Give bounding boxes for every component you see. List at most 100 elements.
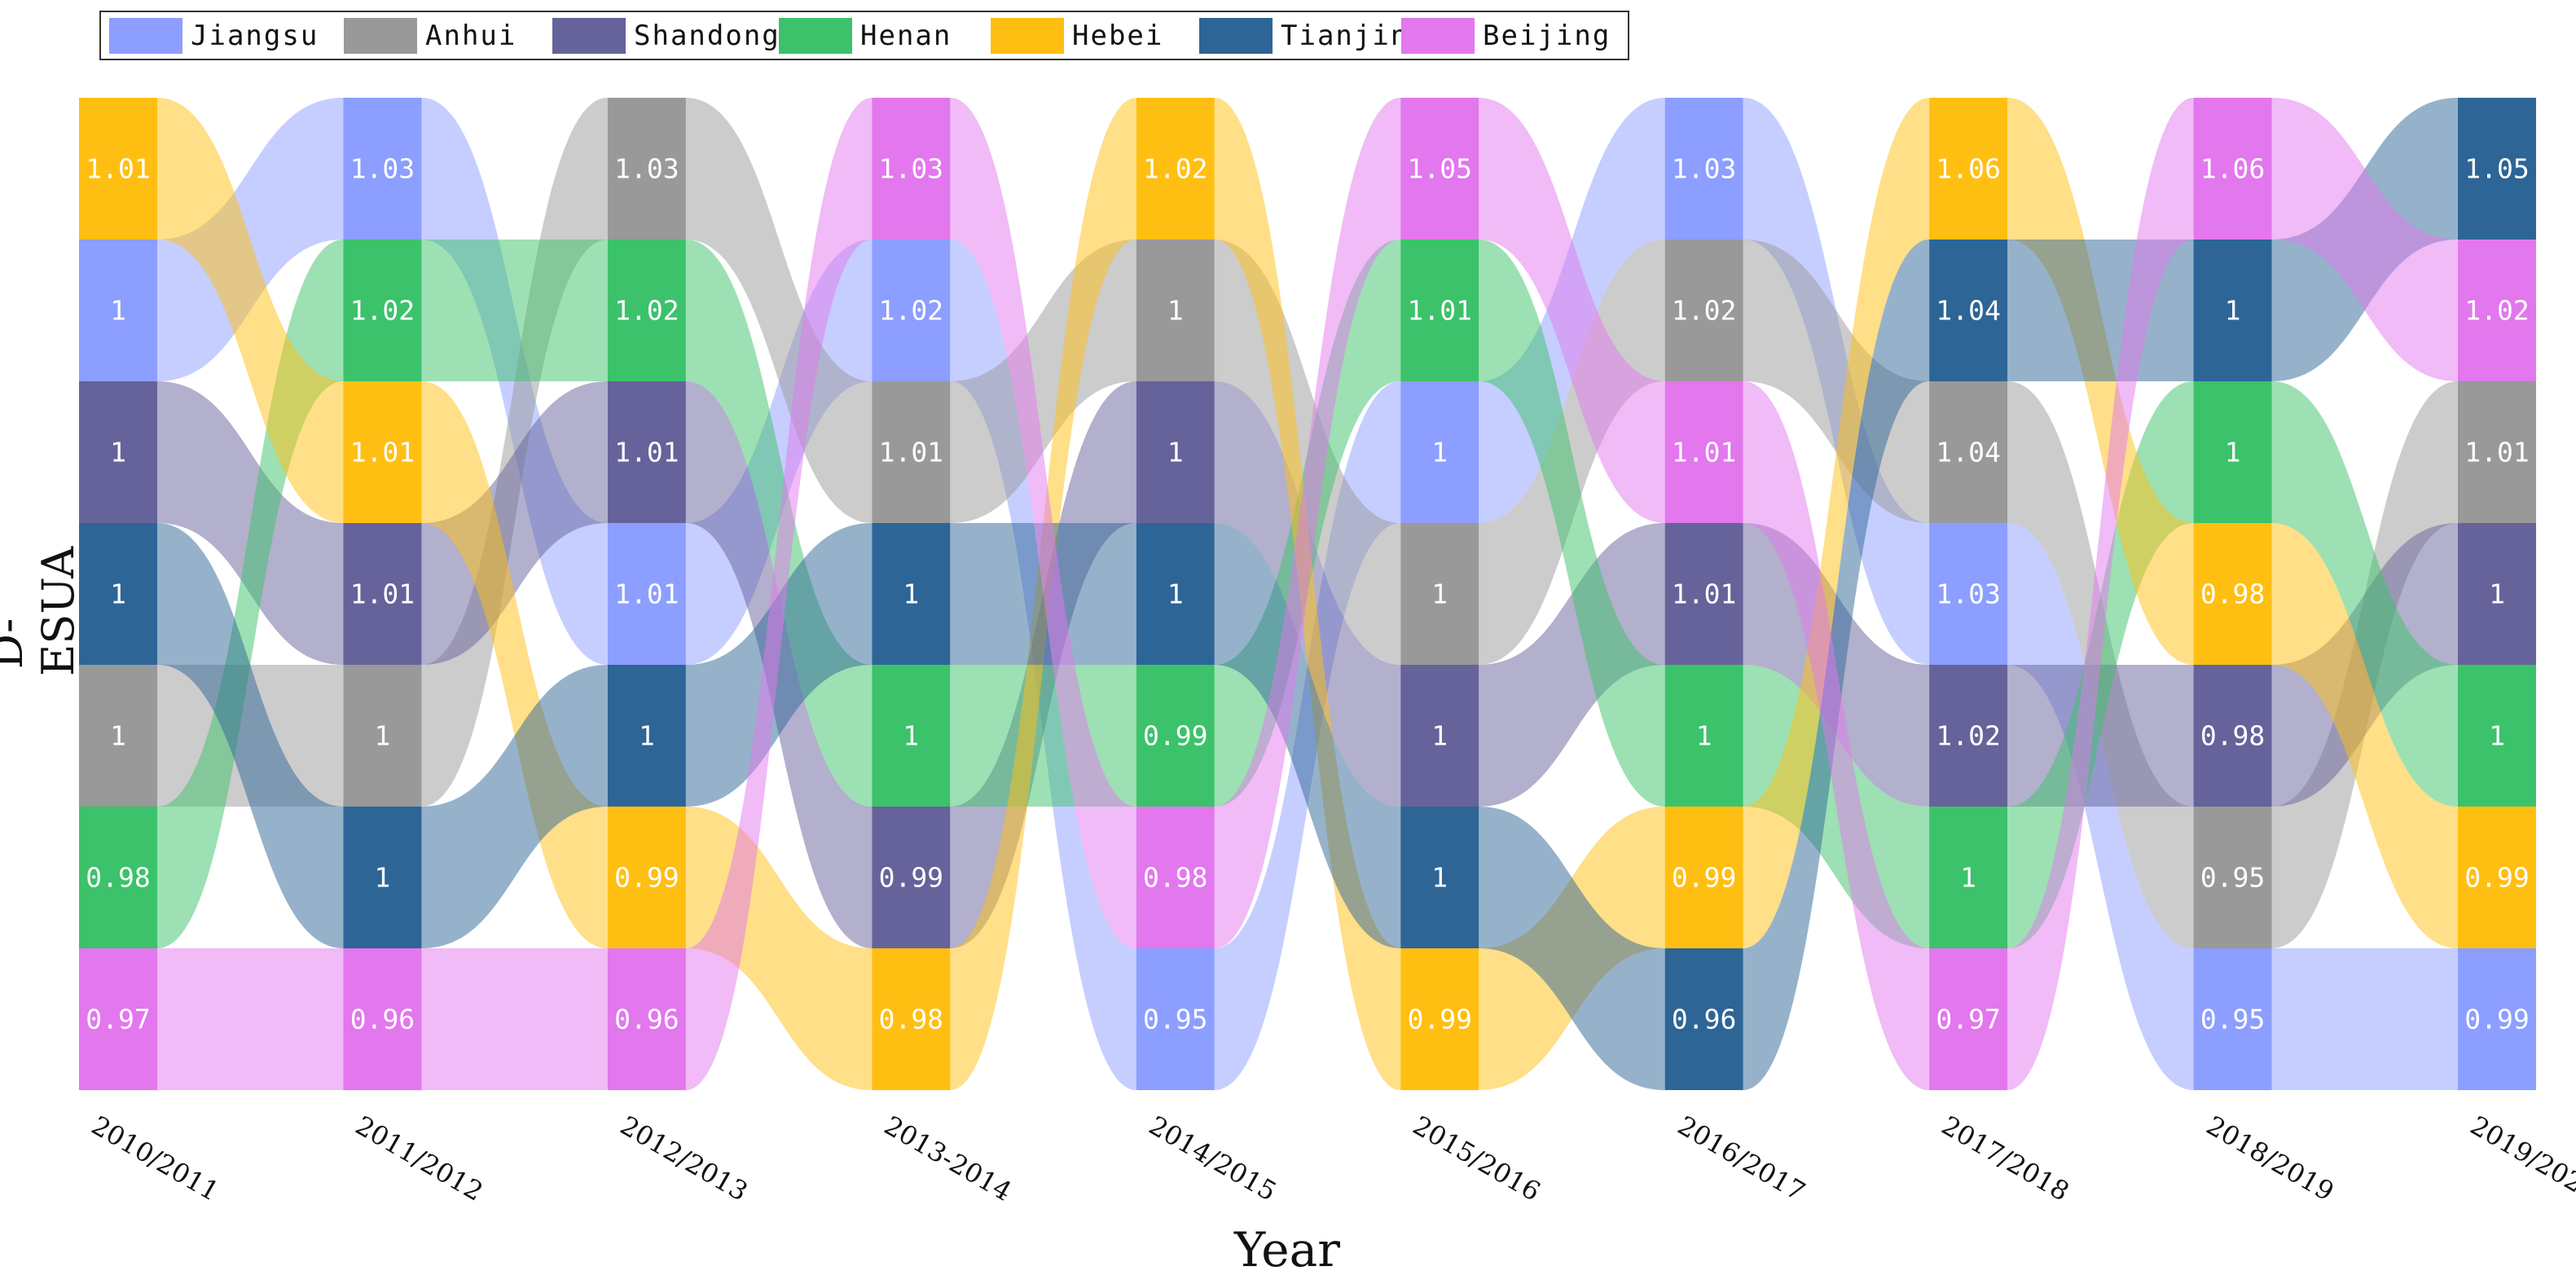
flow-beijing-5 <box>1479 98 1665 523</box>
flow-beijing-6 <box>1743 381 1930 1090</box>
node-tianjin-9 <box>2458 98 2536 240</box>
node-henan-5 <box>1400 240 1479 381</box>
node-value-label: 1.01 <box>614 437 679 468</box>
node-value-label: 1.03 <box>1672 153 1736 185</box>
flow-hebei-0 <box>157 98 344 523</box>
flow-beijing-1 <box>421 948 608 1090</box>
node-shandong-8 <box>2193 665 2272 807</box>
node-beijing-8 <box>2193 98 2272 240</box>
node-value-label: 1.02 <box>614 295 679 327</box>
node-value-label: 1.01 <box>86 153 150 185</box>
node-anhui-7 <box>1929 381 2008 523</box>
node-value-label: 1 <box>2489 720 2505 752</box>
legend-item-anhui: Anhui <box>344 17 517 55</box>
node-anhui-6 <box>1664 240 1743 381</box>
legend-swatch <box>1199 18 1273 54</box>
node-shandong-7 <box>1929 665 2008 807</box>
node-shandong-2 <box>607 381 686 523</box>
node-henan-7 <box>1929 807 2008 948</box>
flow-anhui-2 <box>685 98 873 523</box>
node-beijing-3 <box>872 98 951 240</box>
node-shandong-3 <box>872 807 951 948</box>
node-value-label: 1.03 <box>879 153 943 185</box>
node-value-label: 1.02 <box>1672 295 1736 327</box>
flow-beijing-2 <box>685 98 873 1090</box>
flow-beijing-4 <box>1214 98 1401 948</box>
node-beijing-9 <box>2458 240 2536 381</box>
node-value-label: 1 <box>1696 720 1712 752</box>
node-henan-6 <box>1664 665 1743 807</box>
node-jiangsu-8 <box>2193 948 2272 1090</box>
node-tianjin-7 <box>1929 240 2008 381</box>
node-value-label: 0.98 <box>2200 578 2265 610</box>
node-value-label: 0.98 <box>1143 862 1207 894</box>
node-value-label: 1.04 <box>1936 295 2000 327</box>
flow-henan-1 <box>421 240 608 381</box>
node-jiangsu-7 <box>1929 523 2008 665</box>
node-value-label: 1 <box>110 295 126 327</box>
node-layer: 1.01 1 1 1 1 0.98 0.97 1.03 1.02 1.01 1.01 1 1 0.96 1.… <box>79 98 2536 1090</box>
legend-label: Beijing <box>1483 20 1611 52</box>
node-value-label: 1 <box>375 720 391 752</box>
node-value-label: 1 <box>1167 295 1184 327</box>
flow-henan-8 <box>2271 381 2458 807</box>
node-value-label: 1.02 <box>2464 295 2529 327</box>
node-value-label: 1 <box>1431 720 1448 752</box>
node-value-label: 1.03 <box>614 153 679 185</box>
legend-swatch <box>109 18 182 54</box>
node-value-label: 1 <box>1960 862 1976 894</box>
node-value-label: 1.05 <box>1407 153 1471 185</box>
legend-label: Tianjin <box>1281 20 1409 52</box>
node-beijing-7 <box>1929 948 2008 1090</box>
node-value-label: 0.96 <box>614 1004 679 1036</box>
node-beijing-0 <box>79 948 157 1090</box>
legend-label: Jiangsu <box>191 20 319 52</box>
node-value-label: 1 <box>903 720 919 752</box>
node-value-label: 1.01 <box>350 437 415 468</box>
flow-beijing-3 <box>950 98 1136 948</box>
node-anhui-8 <box>2193 807 2272 948</box>
node-value-label: 0.96 <box>350 1004 415 1036</box>
node-value-label: 1 <box>1167 437 1184 468</box>
node-hebei-5 <box>1400 948 1479 1090</box>
node-shandong-1 <box>343 523 422 665</box>
legend-item-hebei: Hebei <box>991 17 1163 55</box>
node-value-label: 1.01 <box>350 578 415 610</box>
node-value-label: 0.99 <box>879 862 943 894</box>
node-value-label: 1.01 <box>1407 295 1471 327</box>
flow-layer <box>157 98 2458 1090</box>
flow-jiangsu-8 <box>2271 948 2458 1090</box>
node-jiangsu-5 <box>1400 381 1479 523</box>
node-jiangsu-2 <box>607 523 686 665</box>
node-anhui-1 <box>343 665 422 807</box>
node-value-label: 0.99 <box>2464 862 2529 894</box>
legend-swatch <box>552 18 626 54</box>
node-value-label: 1.01 <box>2464 437 2529 468</box>
node-value-label: 0.95 <box>2200 862 2265 894</box>
node-value-label: 1 <box>110 720 126 752</box>
node-value-label: 1 <box>1431 862 1448 894</box>
node-value-label: 1 <box>2225 437 2241 468</box>
node-hebei-7 <box>1929 98 2008 240</box>
node-hebei-8 <box>2193 523 2272 665</box>
node-value-label: 1.01 <box>1672 437 1736 468</box>
node-henan-2 <box>607 240 686 381</box>
legend-item-beijing: Beijing <box>1401 17 1611 55</box>
node-henan-9 <box>2458 665 2536 807</box>
node-value-label: 0.95 <box>2200 1004 2265 1036</box>
node-shandong-5 <box>1400 665 1479 807</box>
node-value-label: 0.98 <box>879 1004 943 1036</box>
node-jiangsu-4 <box>1136 948 1215 1090</box>
flow-tianjin-5 <box>1479 807 1665 1090</box>
node-anhui-4 <box>1136 240 1215 381</box>
node-henan-0 <box>79 807 157 948</box>
node-tianjin-8 <box>2193 240 2272 381</box>
node-value-label: 0.98 <box>2200 720 2265 752</box>
node-value-label: 0.97 <box>86 1004 150 1036</box>
node-tianjin-1 <box>343 807 422 948</box>
node-shandong-9 <box>2458 523 2536 665</box>
node-value-label: 1.03 <box>350 153 415 185</box>
legend-swatch <box>779 18 852 54</box>
flow-hebei-6 <box>1743 98 1930 948</box>
node-value-label: 1 <box>110 437 126 468</box>
